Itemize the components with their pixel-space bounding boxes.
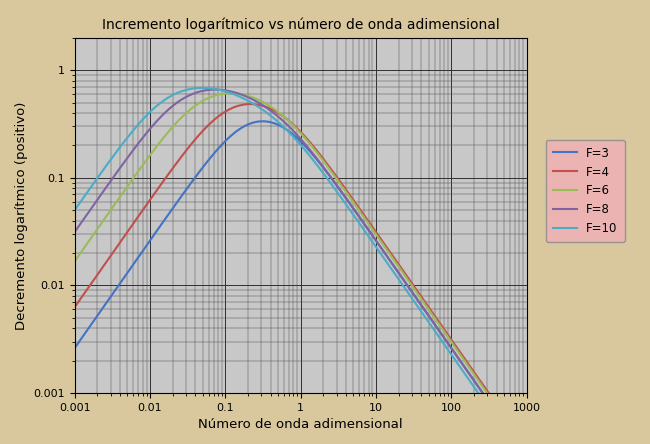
F=10	[71, 207, 79, 213]
Y-axis label: Decremento logarítmico (positivo): Decremento logarítmico (positivo)	[15, 101, 28, 329]
F=4	[244, 102, 252, 107]
F=8	[211, 87, 219, 92]
F=4	[465, 362, 473, 368]
F=6	[71, 258, 79, 264]
F=3	[122, 272, 130, 277]
F=3	[150, 234, 157, 239]
F=6	[264, 102, 272, 107]
Legend: F=3, F=4, F=6, F=8, F=10: F=3, F=4, F=6, F=8, F=10	[546, 139, 625, 242]
F=10	[244, 98, 252, 103]
Line: F=10: F=10	[75, 88, 526, 444]
F=4	[150, 193, 157, 198]
F=8	[122, 157, 130, 162]
F=10	[264, 111, 272, 116]
F=3	[259, 119, 266, 124]
F=3	[514, 440, 522, 444]
X-axis label: Número de onda adimensional: Número de onda adimensional	[198, 418, 403, 431]
F=4	[514, 432, 522, 437]
F=4	[264, 105, 272, 110]
Line: F=3: F=3	[75, 121, 526, 444]
F=4	[71, 305, 79, 310]
F=3	[465, 371, 473, 376]
F=8	[71, 229, 79, 234]
F=3	[264, 119, 272, 124]
F=8	[514, 440, 522, 444]
F=4	[246, 101, 254, 107]
F=3	[244, 122, 252, 127]
F=8	[264, 106, 272, 111]
Line: F=8: F=8	[75, 90, 526, 444]
Title: Incremento logarítmico vs número de onda adimensional: Incremento logarítmico vs número de onda…	[102, 18, 499, 32]
F=3	[71, 345, 79, 351]
F=10	[122, 136, 130, 142]
F=10	[150, 107, 157, 112]
F=6	[122, 185, 130, 190]
F=6	[514, 434, 522, 440]
F=6	[227, 91, 235, 96]
F=8	[150, 123, 157, 128]
F=6	[465, 365, 473, 370]
F=10	[465, 377, 473, 383]
Line: F=4: F=4	[75, 104, 526, 444]
Line: F=6: F=6	[75, 93, 526, 444]
F=6	[244, 93, 252, 99]
F=8	[244, 95, 252, 100]
F=6	[150, 148, 157, 154]
F=4	[122, 231, 130, 236]
F=8	[465, 371, 473, 376]
F=10	[198, 85, 206, 91]
